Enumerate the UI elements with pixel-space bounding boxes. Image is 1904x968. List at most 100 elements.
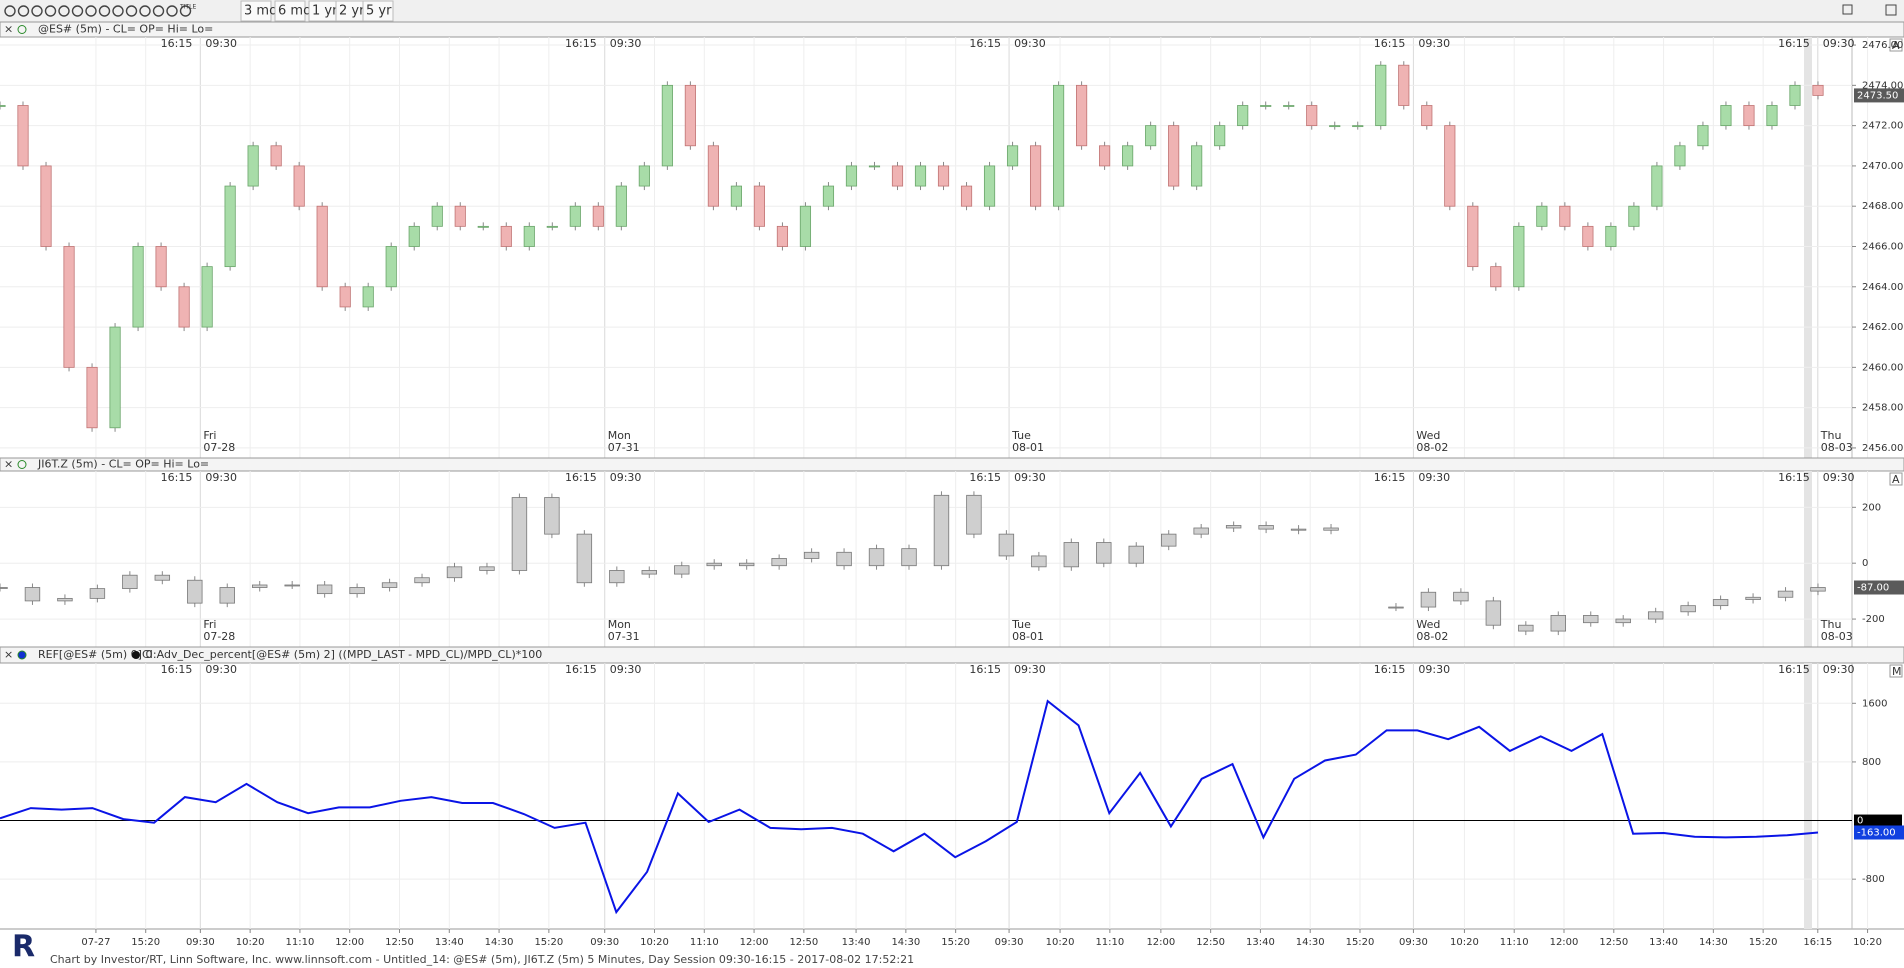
time-axis-label: 14:30 xyxy=(485,937,514,948)
window-button[interactable] xyxy=(1842,4,1853,15)
range-button[interactable] xyxy=(240,0,272,22)
toolbar-icon[interactable] xyxy=(58,5,70,17)
toolbar-icon[interactable] xyxy=(166,5,178,17)
candle xyxy=(799,205,812,247)
candle xyxy=(684,84,696,147)
day-label: Thu xyxy=(1820,429,1842,442)
close-pane[interactable]: × xyxy=(4,458,13,471)
candle xyxy=(937,165,950,187)
candle xyxy=(132,246,144,328)
pane-icon[interactable] xyxy=(17,650,27,660)
y-tick-label: 2472.00 xyxy=(1862,121,1903,132)
range-button-label[interactable]: 6 mo xyxy=(278,4,311,19)
toolbar-icon[interactable] xyxy=(98,5,111,17)
toolbar-icon-label[interactable]: TITLE xyxy=(179,4,196,11)
time-axis-label: 11:10 xyxy=(1095,937,1124,948)
time-axis-label: 09:30 xyxy=(995,937,1024,948)
candle xyxy=(454,205,466,227)
candle xyxy=(1306,105,1318,127)
window-button[interactable] xyxy=(1885,4,1897,16)
candle xyxy=(1743,105,1755,127)
candle xyxy=(339,286,351,308)
candle xyxy=(17,105,29,167)
toolbar-icon[interactable] xyxy=(85,5,97,17)
candle xyxy=(0,587,8,589)
candle xyxy=(57,597,73,602)
toolbar-icon[interactable] xyxy=(125,5,138,17)
time-axis-label: 07-27 xyxy=(81,937,110,948)
y-tick-label: 2458.00 xyxy=(1862,403,1903,414)
candle xyxy=(1697,125,1709,147)
date-label: 07-28 xyxy=(203,630,235,643)
time-axis-label: 11:10 xyxy=(1500,937,1529,948)
ref-label: 0 xyxy=(1857,816,1863,827)
toolbar-icon[interactable] xyxy=(4,5,16,17)
time-axis-label: 10:20 xyxy=(640,937,669,948)
toolbar-icon[interactable] xyxy=(31,5,43,17)
toolbar-icon[interactable] xyxy=(179,5,192,17)
candle xyxy=(730,185,742,207)
y-tick-label: 2456.00 xyxy=(1862,443,1903,454)
session-open-label: 09:30 xyxy=(1014,37,1046,50)
y-tick-label: 2468.00 xyxy=(1862,201,1903,212)
candle xyxy=(1099,145,1111,167)
candle xyxy=(1375,64,1387,127)
pane-icon[interactable] xyxy=(17,25,27,34)
corner-button[interactable] xyxy=(1889,38,1903,52)
corner-button[interactable] xyxy=(1889,664,1903,678)
range-button[interactable] xyxy=(274,0,306,22)
candle xyxy=(1647,611,1664,620)
candle xyxy=(661,84,673,167)
time-axis-label: 12:50 xyxy=(1599,937,1628,948)
candle xyxy=(1388,606,1404,609)
ref-tag xyxy=(1854,814,1902,827)
candle xyxy=(845,165,858,187)
candle xyxy=(569,205,581,227)
candle xyxy=(1193,527,1209,535)
pane-header xyxy=(0,21,1904,38)
toolbar-icon[interactable] xyxy=(139,5,151,17)
last-value-label: 2473.50 xyxy=(1857,90,1898,101)
corner-label: M xyxy=(1892,665,1902,678)
candle xyxy=(1777,590,1794,598)
candle xyxy=(385,246,397,288)
date-label: 07-31 xyxy=(608,441,640,454)
range-button-label[interactable]: 1 yr xyxy=(312,4,338,19)
toolbar xyxy=(0,0,1904,22)
date-label: 08-01 xyxy=(1012,630,1044,643)
candle xyxy=(1444,125,1456,207)
toolbar-icon[interactable] xyxy=(17,5,30,17)
session-close-label: 16:15 xyxy=(1778,37,1810,50)
footer: Chart by Investor/RT, Linn Software, Inc… xyxy=(50,953,914,966)
range-button-label[interactable]: 3 mo xyxy=(244,4,277,19)
y-tick-label: 200 xyxy=(1862,502,1881,513)
candle xyxy=(707,145,719,207)
candle xyxy=(446,566,463,579)
session-open-label: 09:30 xyxy=(1014,663,1046,676)
toolbar-icon[interactable] xyxy=(44,5,57,17)
corner-button[interactable] xyxy=(1889,472,1903,486)
candle xyxy=(1029,145,1042,207)
candle xyxy=(381,582,398,588)
session-open-label: 09:30 xyxy=(610,471,642,484)
candle xyxy=(1615,618,1631,624)
close-pane[interactable]: × xyxy=(4,648,13,661)
session-close-label: 16:15 xyxy=(969,663,1001,676)
last-value-tag xyxy=(1854,580,1904,595)
session-close-label: 16:15 xyxy=(161,663,193,676)
candle xyxy=(1812,84,1824,96)
candle xyxy=(1096,542,1112,564)
range-button[interactable] xyxy=(362,0,394,22)
close-pane[interactable]: × xyxy=(4,23,13,36)
y-tick-label: 1600 xyxy=(1862,698,1887,709)
range-button-label[interactable]: 2 yr xyxy=(339,4,365,19)
candle xyxy=(1352,125,1364,128)
pane-icon[interactable] xyxy=(17,460,27,469)
day-label: Fri xyxy=(203,618,216,631)
toolbar-icon[interactable] xyxy=(112,5,124,17)
range-button-label[interactable]: 5 yr xyxy=(366,4,392,19)
toolbar-icon[interactable] xyxy=(71,5,84,17)
candle xyxy=(431,205,443,227)
toolbar-icon[interactable] xyxy=(152,5,165,17)
candle xyxy=(1712,599,1729,607)
